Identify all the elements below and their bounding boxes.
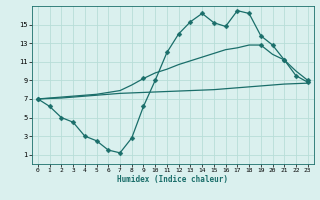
X-axis label: Humidex (Indice chaleur): Humidex (Indice chaleur) — [117, 175, 228, 184]
